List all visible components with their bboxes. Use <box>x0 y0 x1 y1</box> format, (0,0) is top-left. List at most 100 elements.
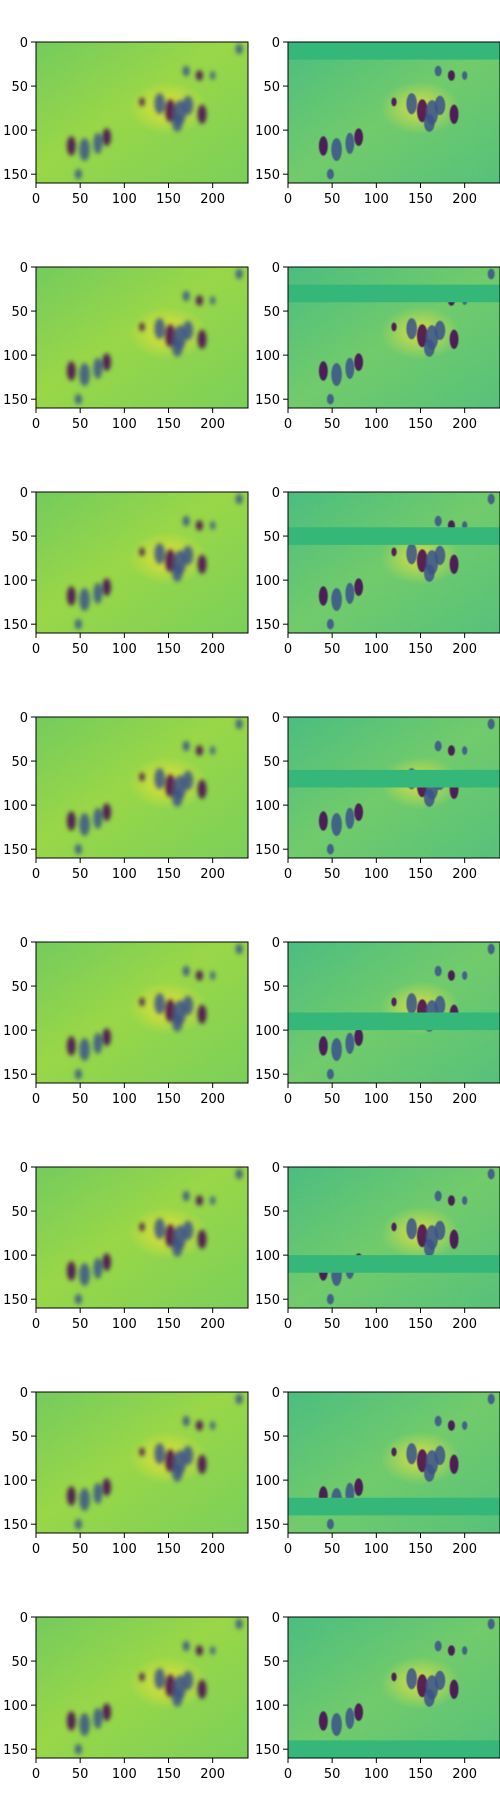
x-tick-label: 50 <box>72 1092 89 1107</box>
figure-blob <box>318 1711 328 1731</box>
masked-band <box>288 284 500 303</box>
figure-blob <box>318 811 328 831</box>
x-tick-label: 200 <box>452 867 477 882</box>
masked-band <box>288 42 500 60</box>
figure-blob <box>154 1668 165 1690</box>
y-tick-label: 50 <box>263 1655 280 1670</box>
figure-blob <box>164 324 176 348</box>
figure-blob <box>164 549 176 573</box>
figure-blob <box>102 353 112 371</box>
x-tick-label: 50 <box>324 867 341 882</box>
heatmap-texture <box>288 1617 500 1758</box>
figure-blob <box>487 268 495 280</box>
axes-frame <box>35 1166 249 1309</box>
y-tick-label: 150 <box>255 1068 280 1083</box>
y-tick-label: 0 <box>272 936 280 951</box>
y-tick-label: 150 <box>255 618 280 633</box>
y-tick-label: 100 <box>3 349 28 364</box>
x-tick-label: 150 <box>408 642 433 657</box>
figure-blob <box>326 1518 334 1530</box>
figure-blob <box>354 1028 364 1046</box>
figure-blob <box>424 339 435 357</box>
y-tick-label: 0 <box>20 486 28 501</box>
figure-blob <box>154 768 165 790</box>
figure-blob <box>172 1014 183 1032</box>
figure-blob <box>434 95 446 116</box>
figure-blob <box>139 322 145 332</box>
y-tick-label: 0 <box>20 936 28 951</box>
x-tick-label: 0 <box>32 1767 40 1782</box>
y-tick-label: 0 <box>272 1611 280 1626</box>
figure-blob <box>164 99 176 123</box>
axes-frame <box>287 491 500 634</box>
figure-blob <box>406 318 417 340</box>
heatmap-texture <box>36 492 248 633</box>
figure-blob <box>487 1168 495 1180</box>
heatmap-figures <box>66 268 243 405</box>
figure-blob <box>154 318 165 340</box>
figure-blob <box>172 339 183 357</box>
y-tick-label: 150 <box>3 843 28 858</box>
figure-blob <box>210 521 216 530</box>
x-tick-label: 100 <box>364 867 389 882</box>
y-tick-label: 100 <box>255 799 280 814</box>
heatmap-figures <box>318 493 495 630</box>
figure-blob <box>354 578 364 596</box>
figure-blob <box>416 1674 428 1698</box>
x-tick-label: 0 <box>284 417 292 432</box>
x-tick-label: 200 <box>452 1542 477 1557</box>
x-tick-label: 50 <box>324 417 341 432</box>
heatmap-image <box>36 42 248 183</box>
y-tick-label: 50 <box>11 1430 28 1445</box>
x-tick-label: 0 <box>284 642 292 657</box>
figure-blob <box>74 843 82 855</box>
figure-blob <box>182 770 194 791</box>
x-tick-label: 0 <box>32 1092 40 1107</box>
figure-blob <box>79 363 90 386</box>
y-tick-label: 100 <box>255 1249 280 1264</box>
figure-blob <box>139 997 145 1007</box>
y-tick-label: 100 <box>3 1474 28 1489</box>
y-tick-label: 150 <box>255 393 280 408</box>
figure-blob <box>406 1668 417 1690</box>
figure-blob <box>102 128 112 146</box>
x-tick-label: 200 <box>200 1542 225 1557</box>
figure-blob <box>139 97 145 107</box>
figure-blob <box>197 554 207 574</box>
figure-blob <box>331 813 342 836</box>
x-tick-label: 150 <box>156 417 181 432</box>
panel-r2-c2: 0 50 100 150 200 0 50 100 150 <box>255 261 500 432</box>
x-tick-label: 100 <box>364 1092 389 1107</box>
x-tick-label: 100 <box>112 417 137 432</box>
x-tick-label: 0 <box>284 1767 292 1782</box>
figure-blob <box>449 104 459 124</box>
figure-blob <box>195 70 203 81</box>
figure-blob <box>197 1229 207 1249</box>
heatmap-figures <box>318 268 495 405</box>
figure-blob <box>447 70 455 81</box>
heatmap-texture <box>36 1617 248 1758</box>
panel-r2-c1: 0 50 100 150 200 0 50 100 150 <box>3 261 249 432</box>
x-tick-label: 50 <box>324 642 341 657</box>
x-tick-label: 0 <box>32 1317 40 1332</box>
x-tick-label: 50 <box>324 1542 341 1557</box>
x-tick-label: 200 <box>200 1767 225 1782</box>
figure-blob <box>487 943 495 955</box>
figure-blob <box>406 93 417 115</box>
figure-blob <box>210 746 216 755</box>
figure-blob <box>406 543 417 565</box>
figure-blob <box>102 1703 112 1721</box>
x-tick-label: 0 <box>284 1092 292 1107</box>
x-tick-label: 50 <box>72 1767 89 1782</box>
heatmap-image <box>288 942 500 1083</box>
figure-blob <box>66 1486 76 1506</box>
figure-blob <box>391 1447 397 1457</box>
figure-blob <box>462 1421 468 1430</box>
y-tick-label: 150 <box>3 1743 28 1758</box>
figure-blob <box>416 324 428 348</box>
x-tick-label: 100 <box>112 1767 137 1782</box>
figure-blob <box>139 1672 145 1682</box>
panel-r8-c2: 0 50 100 150 200 0 50 100 150 <box>255 1611 500 1782</box>
heatmap-image <box>36 492 248 633</box>
x-tick-label: 150 <box>156 642 181 657</box>
